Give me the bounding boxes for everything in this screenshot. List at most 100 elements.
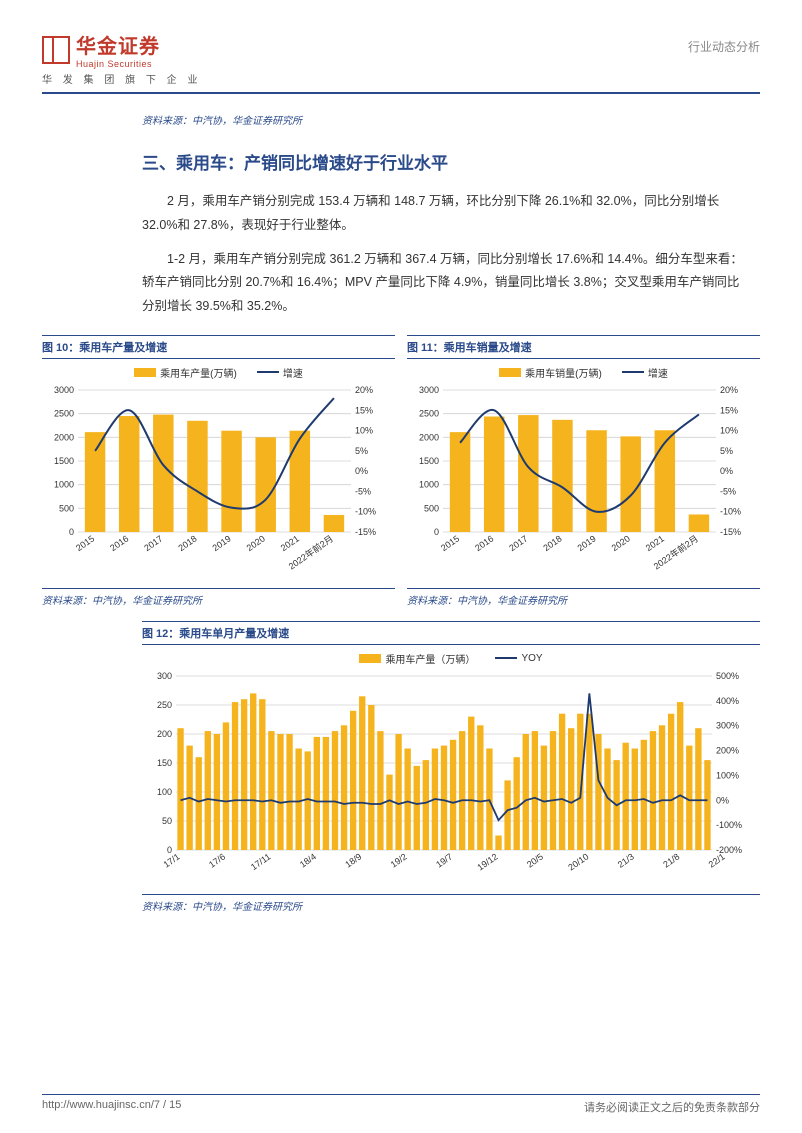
- svg-text:18/4: 18/4: [298, 851, 318, 869]
- chart-10-svg: 0 500 1000 1500 2000 2500 3000 -15% -10% -5% 0% 5% 1…: [42, 384, 387, 584]
- svg-text:2018: 2018: [176, 533, 198, 553]
- svg-text:2016: 2016: [473, 533, 495, 553]
- chart-10-title: 图 10：乘用车产量及增速: [42, 335, 395, 359]
- svg-text:19/12: 19/12: [475, 851, 499, 872]
- svg-text:200: 200: [157, 729, 172, 739]
- paragraph-2: 1-2 月，乘用车产销分别完成 361.2 万辆和 367.4 万辆，同比分别增…: [142, 248, 750, 319]
- source-top: 资料来源：中汽协，华金证券研究所: [142, 112, 760, 127]
- svg-text:300%: 300%: [716, 720, 739, 730]
- footer-left: http://www.huajinsc.cn/7 / 15: [42, 1099, 181, 1115]
- footer-right: 请务必阅读正文之后的免责条款部分: [584, 1099, 760, 1115]
- svg-text:400%: 400%: [716, 696, 739, 706]
- chart-11-legend-bar: 乘用车销量(万辆): [525, 365, 602, 380]
- svg-text:17/6: 17/6: [207, 851, 227, 869]
- chart-12-svg: 050100150200250300-200%-100%0%100%200%30…: [142, 670, 752, 890]
- svg-text:3000: 3000: [54, 385, 74, 395]
- svg-text:500: 500: [59, 503, 74, 513]
- chart-10: 图 10：乘用车产量及增速 乘用车产量(万辆) 增速 0 500 1000 1500 2…: [42, 335, 395, 607]
- chart-10-legend: 乘用车产量(万辆) 增速: [42, 365, 395, 380]
- svg-text:21/8: 21/8: [661, 851, 681, 869]
- svg-text:-5%: -5%: [355, 486, 371, 496]
- svg-text:20/10: 20/10: [566, 851, 590, 872]
- svg-text:2015: 2015: [74, 533, 96, 553]
- svg-text:-10%: -10%: [720, 506, 741, 516]
- svg-text:19/7: 19/7: [434, 851, 454, 869]
- svg-text:300: 300: [157, 671, 172, 681]
- svg-text:-15%: -15%: [720, 527, 741, 537]
- svg-text:2000: 2000: [54, 432, 74, 442]
- svg-text:1000: 1000: [419, 479, 439, 489]
- svg-text:2000: 2000: [419, 432, 439, 442]
- logo-cn: 华金证券: [76, 30, 160, 59]
- footer: http://www.huajinsc.cn/7 / 15 请务必阅读正文之后的…: [42, 1094, 760, 1115]
- page-header: 华金证券 Huajin Securities 华 发 集 团 旗 下 企 业 行…: [42, 30, 760, 94]
- svg-text:-10%: -10%: [355, 506, 376, 516]
- svg-text:-100%: -100%: [716, 820, 742, 830]
- svg-text:15%: 15%: [355, 405, 373, 415]
- svg-text:500%: 500%: [716, 671, 739, 681]
- svg-text:200%: 200%: [716, 745, 739, 755]
- svg-text:-15%: -15%: [355, 527, 376, 537]
- svg-text:0%: 0%: [720, 466, 733, 476]
- svg-text:2021: 2021: [279, 533, 301, 553]
- svg-text:19/2: 19/2: [389, 851, 409, 869]
- svg-text:18/9: 18/9: [343, 851, 363, 869]
- svg-text:2020: 2020: [610, 533, 632, 553]
- svg-text:100: 100: [157, 787, 172, 797]
- svg-text:2016: 2016: [108, 533, 130, 553]
- svg-text:2500: 2500: [419, 408, 439, 418]
- svg-text:10%: 10%: [355, 425, 373, 435]
- svg-text:0: 0: [434, 527, 439, 537]
- chart-12-legend-bar: 乘用车产量（万辆）: [385, 651, 475, 666]
- chart-11-legend: 乘用车销量(万辆) 增速: [407, 365, 760, 380]
- svg-text:50: 50: [162, 816, 172, 826]
- svg-text:2019: 2019: [211, 533, 233, 553]
- svg-text:0: 0: [167, 845, 172, 855]
- svg-text:21/3: 21/3: [616, 851, 636, 869]
- logo-block: 华金证券 Huajin Securities 华 发 集 团 旗 下 企 业: [42, 30, 201, 86]
- svg-text:0%: 0%: [716, 795, 729, 805]
- chart-11: 图 11：乘用车销量及增速 乘用车销量(万辆) 增速 0 500 1000 1500 2…: [407, 335, 760, 607]
- svg-text:-5%: -5%: [720, 486, 736, 496]
- charts-row: 图 10：乘用车产量及增速 乘用车产量(万辆) 增速 0 500 1000 1500 2…: [42, 335, 760, 607]
- chart-12-title: 图 12：乘用车单月产量及增速: [142, 621, 760, 645]
- svg-text:2019: 2019: [576, 533, 598, 553]
- svg-text:100%: 100%: [716, 770, 739, 780]
- svg-text:0: 0: [69, 527, 74, 537]
- header-right: 行业动态分析: [688, 30, 760, 55]
- chart-11-title: 图 11：乘用车销量及增速: [407, 335, 760, 359]
- svg-text:250: 250: [157, 700, 172, 710]
- svg-text:15%: 15%: [720, 405, 738, 415]
- svg-text:20%: 20%: [720, 385, 738, 395]
- svg-text:5%: 5%: [720, 446, 733, 456]
- svg-text:20%: 20%: [355, 385, 373, 395]
- chart-12-source: 资料来源：中汽协，华金证券研究所: [142, 894, 760, 913]
- svg-text:17/1: 17/1: [162, 851, 182, 869]
- svg-text:1500: 1500: [54, 456, 74, 466]
- logo-icon: [42, 36, 70, 64]
- logo-sub: 华 发 集 团 旗 下 企 业: [42, 71, 201, 86]
- chart-10-legend-bar: 乘用车产量(万辆): [160, 365, 237, 380]
- svg-text:2017: 2017: [507, 533, 529, 553]
- svg-text:2020: 2020: [245, 533, 267, 553]
- svg-text:2021: 2021: [644, 533, 666, 553]
- svg-text:20/5: 20/5: [525, 851, 545, 869]
- section-title: 三、乘用车：产销同比增速好于行业水平: [142, 149, 760, 174]
- svg-text:2017: 2017: [142, 533, 164, 553]
- svg-text:2018: 2018: [541, 533, 563, 553]
- svg-text:2015: 2015: [439, 533, 461, 553]
- svg-text:1000: 1000: [54, 479, 74, 489]
- svg-text:500: 500: [424, 503, 439, 513]
- chart-11-legend-line: 增速: [648, 365, 668, 380]
- chart-11-svg: 0 500 1000 1500 2000 2500 3000 -15% -10% -5% 0% 5% 1…: [407, 384, 752, 584]
- chart-12: 图 12：乘用车单月产量及增速 乘用车产量（万辆） YOY 0501001502…: [142, 621, 760, 913]
- svg-text:10%: 10%: [720, 425, 738, 435]
- svg-text:1500: 1500: [419, 456, 439, 466]
- svg-text:3000: 3000: [419, 385, 439, 395]
- chart-12-legend: 乘用车产量（万辆） YOY: [142, 651, 760, 666]
- svg-text:0%: 0%: [355, 466, 368, 476]
- paragraph-1: 2 月，乘用车产销分别完成 153.4 万辆和 148.7 万辆，环比分别下降 …: [142, 190, 750, 238]
- svg-text:2500: 2500: [54, 408, 74, 418]
- svg-text:5%: 5%: [355, 446, 368, 456]
- logo-en: Huajin Securities: [76, 59, 160, 69]
